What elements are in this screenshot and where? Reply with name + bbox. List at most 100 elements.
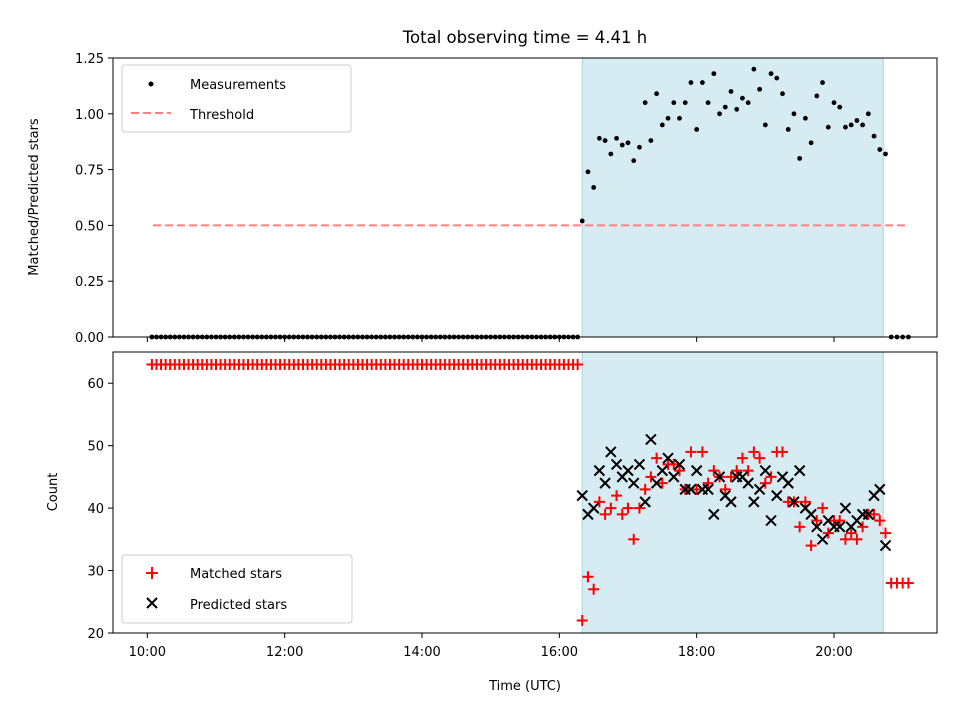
matched-star-point — [593, 496, 605, 508]
measurement-point — [751, 66, 757, 72]
measurement-point — [608, 151, 614, 157]
measurement-point — [791, 111, 797, 117]
measurement-point — [814, 93, 820, 99]
measurement-point — [871, 133, 877, 139]
measurement-point — [688, 80, 694, 85]
measurement-point — [797, 156, 803, 161]
count-y-tick-label: 20 — [87, 627, 104, 642]
measurement-point — [883, 151, 888, 157]
measurement-point — [671, 100, 677, 106]
predicted-star-point — [593, 464, 606, 477]
matched-star-point — [572, 358, 584, 370]
predicted-star-point — [650, 477, 663, 489]
x-tick-label: 14:00 — [403, 645, 440, 660]
predicted-star-point — [639, 496, 651, 508]
measurement-point — [677, 115, 682, 121]
predicted-star-point — [839, 502, 852, 514]
matched-star-point — [633, 502, 645, 514]
predicted-star-point — [759, 464, 772, 477]
predicted-star-point — [742, 477, 754, 489]
matched-star-point — [902, 577, 914, 589]
measurement-point — [614, 135, 619, 141]
ratio-legend: Measurements Threshold — [121, 64, 352, 133]
measurement-point — [774, 75, 780, 81]
x-tick-label: 20:00 — [815, 645, 852, 660]
matched-star-point — [839, 533, 851, 545]
measurement-point — [711, 71, 717, 77]
matched-star-point — [834, 515, 846, 527]
matched-star-point — [845, 527, 857, 539]
matched-star-point — [868, 508, 880, 520]
legend-label-measurements: Measurements — [190, 78, 286, 93]
measurement-point — [642, 100, 648, 106]
matched-star-point — [628, 533, 640, 545]
measurement-point — [865, 111, 871, 117]
matched-star-point — [674, 465, 685, 477]
predicted-star-point — [816, 533, 829, 546]
predicted-star-point — [874, 483, 886, 496]
measurement-point — [619, 142, 625, 148]
matched-star-point — [742, 465, 754, 477]
predicted-star-point — [708, 508, 720, 521]
measurement-point — [740, 95, 745, 101]
predicted-star-point — [587, 502, 600, 514]
measurement-point — [837, 104, 843, 110]
matched-star-point — [668, 458, 680, 470]
matched-star-point — [731, 465, 743, 477]
measurement-point — [591, 185, 597, 190]
ratio-y-tick-label: 1.00 — [75, 108, 104, 123]
measurement-point — [659, 122, 665, 128]
measurement-point — [825, 124, 831, 130]
measurement-point — [648, 138, 654, 143]
legend-label-predicted-stars: Predicted stars — [190, 598, 287, 613]
predicted-star-point — [782, 477, 794, 489]
measurement-point — [722, 104, 728, 110]
x-tick-label: 18:00 — [678, 645, 715, 660]
measurement-point — [602, 138, 608, 143]
count-y-tick-label: 60 — [87, 377, 104, 392]
matched-star-point — [651, 452, 663, 464]
predicted-star-point — [834, 521, 846, 533]
matched-star-point — [605, 502, 617, 514]
measurement-point — [802, 115, 808, 121]
predicted-star-point — [788, 496, 800, 508]
matched-star-point — [851, 533, 863, 545]
measurement-point — [757, 86, 763, 92]
predicted-star-point — [811, 521, 823, 533]
measurement-point — [843, 124, 848, 130]
ratio-y-tick-label: 0.25 — [75, 275, 104, 290]
matched-star-point — [805, 540, 817, 552]
count-legend: Matched stars Predicted stars — [121, 554, 353, 624]
matched-star-point — [874, 515, 886, 527]
matched-star-point — [656, 477, 668, 489]
matched-star-point — [645, 471, 657, 483]
ratio-y-tick-label: 0.50 — [75, 219, 104, 234]
legend-label-matched-stars: Matched stars — [190, 567, 282, 582]
measurement-point — [631, 158, 637, 164]
measurement-point — [854, 118, 860, 123]
predicted-star-point — [599, 477, 611, 489]
measurement-point — [728, 89, 734, 94]
matched-star-point — [691, 483, 703, 495]
predicted-star-point — [765, 514, 777, 527]
predicted-star-point — [793, 464, 806, 477]
legend-marker-predicted-stars — [146, 597, 158, 609]
predicted-star-point — [685, 483, 697, 496]
predicted-star-point — [879, 539, 892, 552]
measurement-point — [860, 122, 866, 128]
x-tick-label: 16:00 — [541, 645, 578, 660]
matched-star-point — [719, 483, 731, 495]
count-axes-frame — [112, 351, 938, 634]
measurement-point — [665, 115, 671, 121]
ratio-y-tick-label: 0.00 — [75, 331, 104, 346]
ratio-y-axis-label: Matched/Predicted stars — [27, 118, 42, 276]
measurement-point — [768, 71, 774, 77]
measurement-point — [717, 111, 722, 117]
matched-star-point — [611, 490, 623, 502]
measurement-point — [585, 169, 591, 175]
measurement-point — [820, 80, 825, 85]
count-observing-window — [582, 352, 884, 633]
predicted-star-point — [645, 433, 657, 446]
measurement-point — [579, 218, 585, 224]
